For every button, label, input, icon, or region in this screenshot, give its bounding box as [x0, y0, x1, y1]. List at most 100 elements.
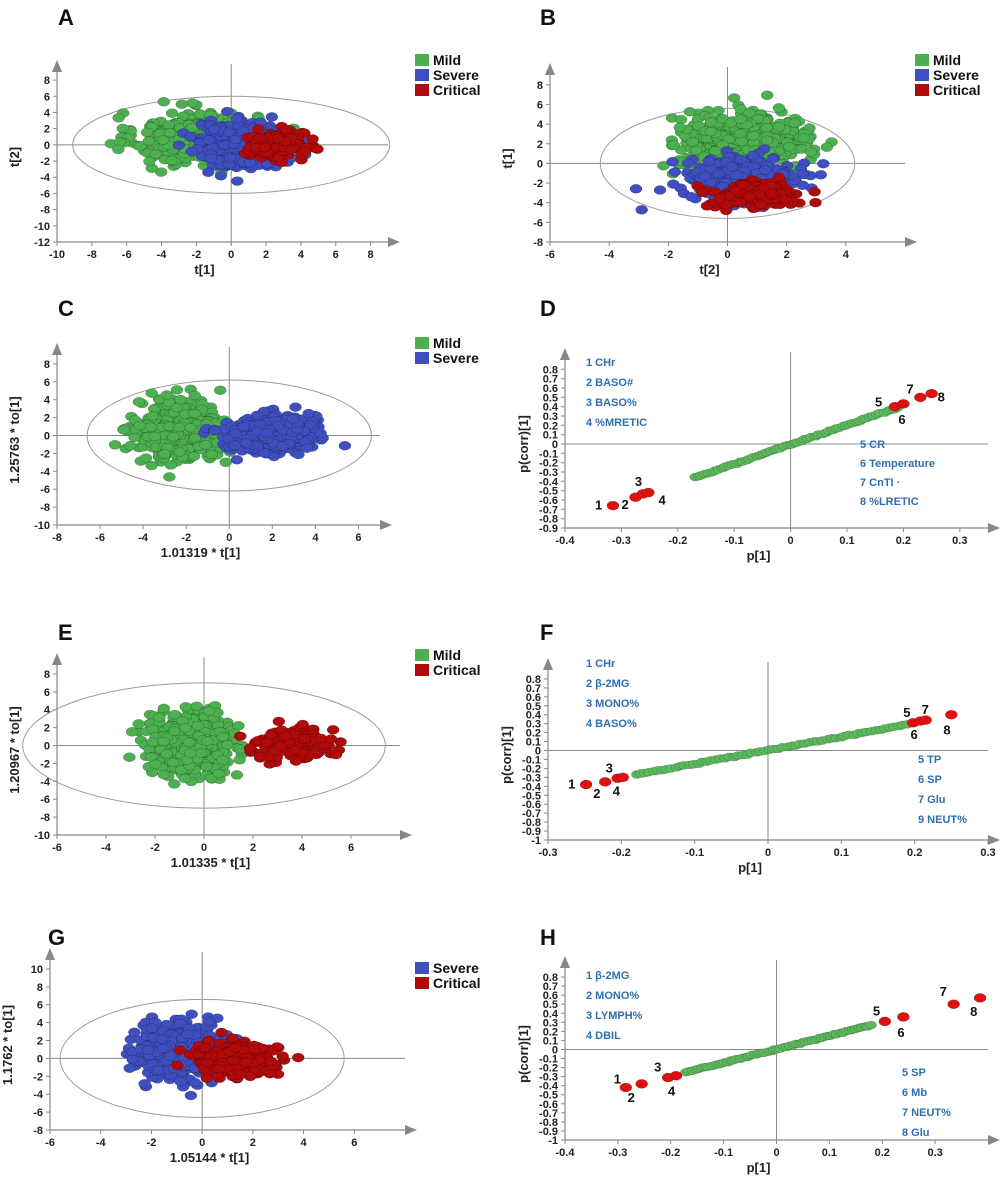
score-point	[151, 1065, 165, 1075]
score-point	[142, 1045, 155, 1055]
y-tick-label: 0.8	[543, 364, 558, 376]
x-tick-label: -0.1	[725, 535, 744, 547]
x-axis-arrow	[388, 237, 400, 247]
score-point	[145, 1023, 159, 1033]
score-point	[112, 113, 125, 123]
score-point	[145, 388, 158, 398]
legend-label: Severe	[933, 67, 979, 83]
x-tick-label: 0.2	[907, 847, 922, 859]
score-point	[188, 1077, 202, 1088]
score-point	[704, 126, 718, 137]
legend-label: Critical	[433, 662, 480, 678]
series-critical	[239, 121, 324, 168]
x-tick-label: 2	[263, 249, 269, 261]
score-point	[139, 453, 153, 463]
y-tick-label: 2	[37, 1036, 43, 1048]
score-point	[698, 171, 712, 182]
variable-annotation: 3 BASO%	[586, 397, 637, 409]
score-point	[279, 124, 293, 135]
y-tick-label: -4	[40, 172, 51, 184]
score-point	[108, 440, 122, 450]
score-point	[146, 411, 159, 421]
variable-annotation: 5 TP	[918, 754, 941, 766]
score-point	[132, 397, 146, 407]
variable-point-label: 6	[911, 727, 918, 742]
x-tick-label: -0.1	[685, 847, 704, 859]
score-point	[208, 124, 221, 135]
variable-annotation: 3 MONO%	[586, 698, 639, 710]
x-tick-label: -2	[147, 1137, 157, 1149]
score-point	[154, 167, 168, 177]
score-point	[713, 193, 726, 204]
score-point	[285, 144, 298, 155]
score-point	[237, 422, 251, 432]
x-tick-label: 0	[228, 249, 234, 261]
y-tick-label: -2	[40, 448, 50, 460]
score-point	[228, 134, 242, 145]
y-tick-label: 2	[44, 124, 50, 136]
score-point	[134, 141, 147, 151]
panel-f: F-0.3 -0.2 -0.1 0 0.1 0.2 0.3-1-0.9-0.8-0.7-0.…	[499, 620, 1000, 875]
x-tick-label: 6	[351, 1137, 357, 1149]
legend-swatch	[415, 69, 429, 81]
y-tick-label: -4	[33, 1089, 44, 1101]
x-tick-label: -4	[138, 532, 149, 544]
score-point	[143, 156, 156, 167]
variable-point-label: 2	[622, 497, 629, 512]
x-tick-label: 4	[843, 249, 850, 261]
y-tick-label: -6	[40, 188, 50, 200]
score-point	[125, 727, 139, 737]
x-tick-label: -4	[101, 842, 112, 854]
score-point	[657, 160, 670, 171]
score-point	[167, 757, 180, 768]
score-point	[202, 167, 215, 178]
score-point	[760, 135, 774, 146]
score-point	[123, 752, 136, 762]
x-axis-arrow	[380, 520, 392, 530]
legend-label: Critical	[433, 82, 480, 98]
x-tick-label: 2	[250, 842, 256, 854]
x-axis-label: 1.05144 * t[1]	[170, 1150, 250, 1165]
score-point	[329, 749, 343, 760]
score-point	[260, 428, 274, 438]
score-point	[747, 131, 760, 141]
x-tick-label: 6	[355, 532, 361, 544]
score-point	[324, 734, 338, 744]
score-point	[191, 721, 205, 731]
score-point	[686, 137, 699, 147]
x-tick-label: -8	[52, 532, 62, 544]
x-tick-label: 4	[312, 532, 319, 544]
score-point	[338, 440, 352, 451]
score-point	[170, 385, 184, 395]
legend-swatch	[415, 649, 429, 661]
y-tick-label: -6	[40, 484, 50, 496]
score-point	[667, 179, 680, 189]
score-point	[149, 759, 162, 770]
score-point	[212, 768, 225, 779]
y-tick-label: -6	[33, 1107, 43, 1119]
score-point	[765, 188, 778, 199]
legend-label: Mild	[933, 52, 961, 68]
confidence-ellipse	[599, 107, 856, 219]
y-axis-label: t[2]	[7, 147, 22, 167]
y-tick-label: 6	[537, 99, 543, 111]
x-tick-label: -2	[181, 532, 191, 544]
score-point	[817, 158, 830, 169]
variable-point-label: 1	[568, 777, 575, 792]
variable-point-label: 7	[906, 381, 913, 396]
y-tick-label: -2	[33, 1071, 43, 1083]
score-point	[158, 449, 171, 459]
x-axis-label: t[1]	[194, 262, 214, 277]
score-point	[173, 447, 187, 457]
x-tick-label: -0.2	[668, 535, 687, 547]
panel-letter: G	[48, 925, 65, 950]
x-axis-label: p[1]	[747, 548, 771, 563]
score-point	[230, 455, 244, 465]
score-point	[128, 1027, 141, 1038]
legend-swatch	[415, 664, 429, 676]
confidence-ellipse	[72, 95, 391, 194]
score-point	[298, 733, 311, 744]
x-axis-arrow	[905, 237, 917, 247]
score-point	[202, 135, 216, 145]
